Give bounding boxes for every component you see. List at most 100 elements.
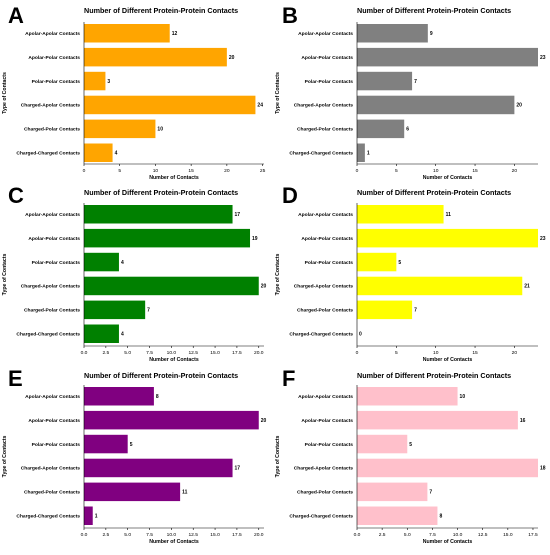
panel-title-c: Number of Different Protein-Protein Cont… — [84, 188, 238, 197]
x-tick-label-b-1: 0 — [356, 168, 359, 174]
category-label-c-5: Charged-Polar Contacts — [24, 308, 80, 314]
panel-letter-f: F — [282, 366, 295, 391]
category-label-e-1: Apolar-Apolar Contacts — [25, 394, 80, 400]
category-label-c-6: Charged-Charged Contacts — [16, 331, 80, 337]
bar-c-3 — [84, 252, 119, 272]
x-tick-label-e-1: 0.0 — [81, 532, 88, 538]
category-label-d-3: Polar-Polar Contacts — [305, 260, 354, 266]
x-axis-label-f: Number of Contacts — [423, 539, 473, 545]
x-tick-label-f-2: 2.5 — [379, 532, 386, 538]
x-tick-label-d-3: 10 — [433, 350, 439, 356]
category-label-f-2: Apolar-Polar Contacts — [301, 418, 353, 424]
category-label-c-3: Polar-Polar Contacts — [32, 260, 81, 266]
category-label-c-2: Apolar-Polar Contacts — [28, 236, 80, 242]
value-label-f-5: 7 — [429, 490, 432, 496]
x-tick-label-c-7: 15.0 — [210, 350, 220, 356]
x-tick-label-c-5: 10.0 — [167, 350, 177, 356]
value-label-b-3: 7 — [414, 79, 417, 85]
panel-letter-b: B — [282, 3, 298, 28]
category-label-a-3: Polar-Polar Contacts — [32, 79, 81, 85]
value-label-d-4: 21 — [524, 284, 530, 290]
bar-c-1 — [84, 205, 233, 224]
value-label-f-2: 16 — [520, 418, 526, 424]
bar-b-3 — [357, 71, 413, 91]
value-label-d-1: 11 — [446, 212, 452, 218]
value-label-e-3: 5 — [130, 442, 133, 448]
x-tick-label-a-6: 25 — [260, 168, 266, 174]
x-tick-label-c-6: 12.5 — [188, 350, 198, 356]
y-axis-label-b: Type of Contacts — [275, 72, 281, 114]
value-label-c-6: 4 — [121, 331, 124, 337]
value-label-f-6: 8 — [439, 513, 442, 519]
y-axis-label-e: Type of Contacts — [2, 436, 8, 478]
value-label-a-1: 12 — [172, 31, 178, 37]
bar-c-6 — [84, 324, 119, 343]
panel-title-e: Number of Different Protein-Protein Cont… — [84, 371, 238, 380]
category-label-a-4: Charged-Apolar Contacts — [21, 103, 81, 109]
x-tick-label-c-9: 20.0 — [254, 350, 264, 356]
bar-a-2 — [84, 47, 227, 67]
bar-e-6 — [84, 506, 93, 525]
category-label-b-4: Charged-Apolar Contacts — [294, 103, 354, 109]
x-axis-label-d: Number of Contacts — [423, 357, 473, 363]
x-tick-label-d-2: 5 — [395, 350, 398, 356]
bar-d-4 — [357, 276, 523, 296]
category-label-b-1: Apolar-Apolar Contacts — [298, 31, 353, 37]
panel-letter-d: D — [282, 183, 298, 208]
y-axis-label-c: Type of Contacts — [2, 254, 8, 296]
value-label-d-5: 7 — [414, 308, 417, 314]
bar-d-1 — [357, 205, 444, 224]
bar-d-5 — [357, 300, 413, 320]
x-tick-label-c-1: 0.0 — [81, 350, 88, 356]
x-tick-label-e-3: 5.0 — [124, 532, 131, 538]
value-label-e-5: 11 — [182, 490, 188, 496]
category-label-e-3: Polar-Polar Contacts — [32, 442, 81, 448]
x-tick-label-a-2: 5 — [118, 168, 121, 174]
x-tick-label-f-3: 5.0 — [404, 532, 411, 538]
value-label-b-1: 9 — [430, 31, 433, 37]
bar-e-5 — [84, 482, 181, 502]
x-tick-label-f-5: 10.0 — [453, 532, 463, 538]
x-tick-label-c-4: 7.5 — [146, 350, 153, 356]
category-label-a-2: Apolar-Polar Contacts — [28, 55, 80, 61]
bar-b-1 — [357, 24, 428, 43]
value-label-b-6: 1 — [367, 150, 370, 156]
category-label-b-5: Charged-Polar Contacts — [297, 127, 353, 133]
category-label-d-2: Apolar-Polar Contacts — [301, 236, 353, 242]
x-tick-label-e-9: 20.0 — [254, 532, 264, 538]
value-label-a-6: 4 — [115, 150, 118, 156]
x-tick-label-a-4: 15 — [188, 168, 194, 174]
category-label-f-4: Charged-Apolar Contacts — [294, 466, 354, 472]
category-label-e-6: Charged-Charged Contacts — [16, 513, 80, 519]
x-tick-label-e-6: 12.5 — [188, 532, 198, 538]
x-tick-label-b-5: 20 — [512, 168, 518, 174]
x-axis-label-e: Number of Contacts — [149, 539, 199, 545]
panel-letter-a: A — [8, 3, 24, 28]
category-label-c-4: Charged-Apolar Contacts — [21, 284, 81, 290]
value-label-a-3: 3 — [107, 79, 110, 85]
value-label-f-1: 10 — [460, 394, 466, 400]
bar-b-5 — [357, 119, 405, 139]
x-tick-label-a-1: 0 — [83, 168, 86, 174]
bar-c-4 — [84, 276, 259, 296]
x-tick-label-b-3: 10 — [433, 168, 439, 174]
value-label-c-2: 19 — [252, 236, 258, 242]
category-label-d-6: Charged-Charged Contacts — [289, 331, 353, 337]
bar-d-3 — [357, 252, 397, 272]
x-tick-label-e-4: 7.5 — [146, 532, 153, 538]
bar-a-1 — [84, 24, 170, 43]
x-tick-label-a-5: 20 — [224, 168, 230, 174]
category-label-e-5: Charged-Polar Contacts — [24, 490, 80, 496]
value-label-b-5: 6 — [406, 127, 409, 133]
bar-e-1 — [84, 387, 154, 406]
category-label-d-1: Apolar-Apolar Contacts — [298, 212, 353, 218]
bar-e-4 — [84, 458, 233, 478]
x-tick-label-f-6: 12.5 — [478, 532, 488, 538]
category-label-d-5: Charged-Polar Contacts — [297, 308, 353, 314]
category-label-f-5: Charged-Polar Contacts — [297, 490, 353, 496]
x-tick-label-e-8: 17.5 — [232, 532, 242, 538]
x-tick-label-c-2: 2.5 — [102, 350, 109, 356]
x-tick-label-f-4: 7.5 — [429, 532, 436, 538]
category-label-c-1: Apolar-Apolar Contacts — [25, 212, 80, 218]
